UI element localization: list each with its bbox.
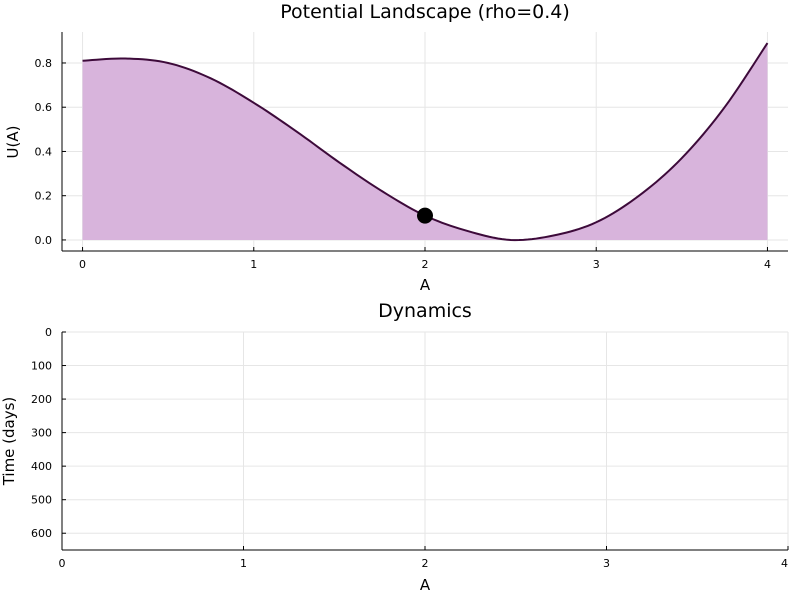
y-tick-label: 0.6	[35, 101, 53, 114]
x-tick-label: 3	[603, 557, 610, 570]
potential-y-ticks: 0.0 0.2 0.4 0.6 0.8	[35, 57, 66, 247]
potential-y-axis-label: U(A)	[4, 126, 22, 159]
x-tick-label: 3	[593, 258, 600, 271]
x-tick-label: 4	[764, 258, 771, 271]
dynamics-chart: Dynamics 0 1 2 3 4 0 100 200 300 400 500 600 A Tim…	[0, 300, 789, 594]
state-marker	[417, 207, 433, 224]
y-tick-label: 600	[31, 527, 52, 540]
dynamics-x-ticks: 0 1 2 3 4	[59, 546, 789, 570]
y-tick-label: 100	[31, 360, 52, 373]
y-tick-label: 200	[31, 393, 52, 406]
y-tick-label: 0.0	[35, 234, 53, 247]
x-tick-label: 0	[79, 258, 86, 271]
dynamics-y-axis-label: Time (days)	[0, 397, 18, 487]
y-tick-label: 500	[31, 494, 52, 507]
potential-area	[82, 43, 768, 241]
potential-chart-title: Potential Landscape (rho=0.4)	[280, 1, 570, 23]
y-tick-label: 0.4	[35, 145, 53, 158]
dynamics-chart-title: Dynamics	[378, 300, 472, 322]
y-tick-label: 0.2	[35, 190, 53, 203]
dynamics-grid	[61, 331, 789, 550]
y-tick-label: 0.8	[35, 57, 53, 70]
x-tick-label: 0	[59, 557, 66, 570]
y-tick-label: 400	[31, 460, 52, 473]
potential-x-ticks: 0 1 2 3 4	[79, 247, 771, 271]
x-tick-label: 1	[250, 258, 257, 271]
dynamics-y-ticks: 0 100 200 300 400 500 600	[31, 326, 66, 540]
y-tick-label: 300	[31, 427, 52, 440]
x-tick-label: 2	[422, 258, 429, 271]
x-tick-label: 1	[240, 557, 247, 570]
x-tick-label: 2	[422, 557, 429, 570]
potential-x-axis-label: A	[420, 276, 431, 294]
dynamics-x-axis-label: A	[420, 576, 431, 594]
x-tick-label: 4	[781, 557, 788, 570]
y-tick-label: 0	[45, 326, 52, 339]
